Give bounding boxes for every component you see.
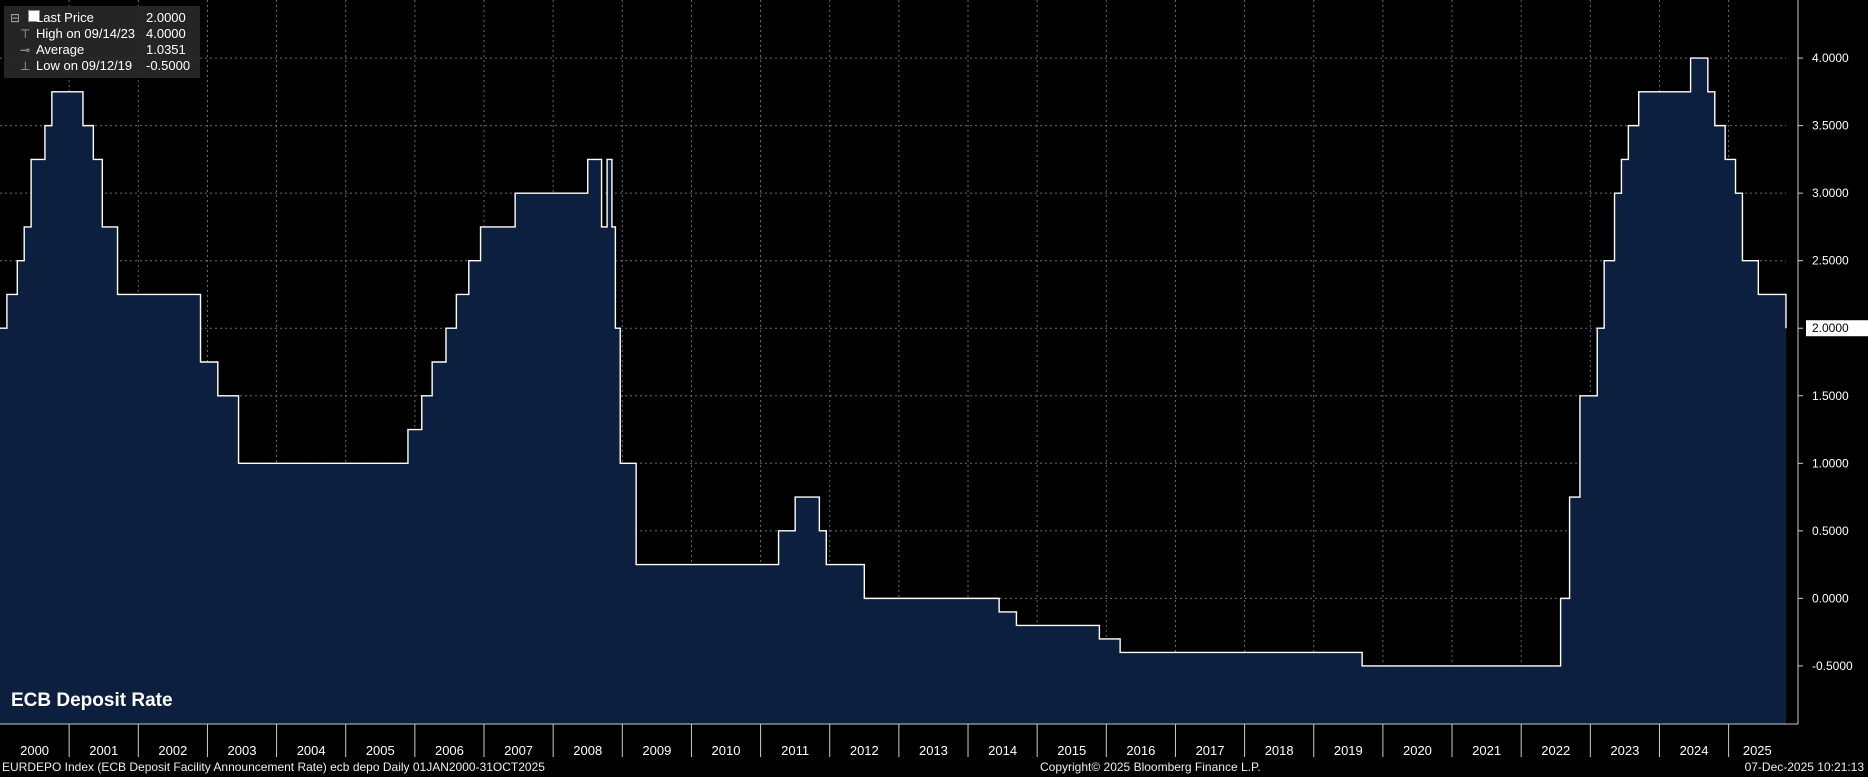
x-tick-label: 2003 bbox=[228, 743, 257, 758]
legend-label: Last Price bbox=[36, 10, 94, 25]
x-tick-label: 2001 bbox=[89, 743, 118, 758]
x-tick-label: 2025 bbox=[1743, 743, 1772, 758]
last-value-box bbox=[1806, 320, 1868, 337]
legend-high: ⊤ High on 09/14/23 4.0000 bbox=[10, 26, 190, 42]
chart-title: ECB Deposit Rate bbox=[11, 690, 173, 711]
x-tick-label: 2013 bbox=[919, 743, 948, 758]
y-tick-label: 0.0000 bbox=[1812, 591, 1849, 605]
legend-low: ⊥ Low on 09/12/19 -0.5000 bbox=[10, 58, 190, 74]
footer-timestamp: 07-Dec-2025 10:21:13 bbox=[1744, 760, 1864, 774]
x-tick-label: 2002 bbox=[158, 743, 187, 758]
y-tick-label: 2.5000 bbox=[1812, 254, 1849, 268]
x-tick-label: 2005 bbox=[366, 743, 395, 758]
last-value-text: 2.0000 bbox=[1812, 321, 1849, 335]
x-tick-label: 2022 bbox=[1541, 743, 1570, 758]
square-icon: ⊟ bbox=[10, 10, 41, 26]
x-tick-label: 2016 bbox=[1126, 743, 1155, 758]
x-tick-label: 2020 bbox=[1403, 743, 1432, 758]
deposit-rate-area bbox=[0, 58, 1786, 724]
legend-last-price: ⊟ Last Price 2.0000 bbox=[10, 10, 190, 26]
legend-average: ⊸ Average 1.0351 bbox=[10, 42, 190, 58]
legend: ⊟ Last Price 2.0000 ⊤ High on 09/14/23 4… bbox=[4, 6, 201, 78]
x-tick-label: 2023 bbox=[1610, 743, 1639, 758]
x-axis: 2000 2001 2002 2003 2004 2005 2006 2007 2008 2009… bbox=[0, 723, 1798, 758]
x-tick-label: 2004 bbox=[297, 743, 326, 758]
average-marker-icon: ⊸ bbox=[10, 43, 31, 57]
x-tick-label: 2006 bbox=[435, 743, 464, 758]
y-tick-label: 4.0000 bbox=[1812, 51, 1849, 65]
legend-value: 1.0351 bbox=[146, 42, 186, 57]
y-axis: 4.0000 3.5000 3.0000 2.5000 2.0000 1.5000 1.00… bbox=[1797, 0, 1853, 724]
deposit-rate-line bbox=[0, 57, 1787, 667]
low-marker-icon: ⊥ bbox=[10, 59, 31, 73]
y-tick-label: 0.5000 bbox=[1812, 524, 1849, 538]
x-tick-label: 2018 bbox=[1265, 743, 1294, 758]
legend-value: 4.0000 bbox=[146, 26, 186, 41]
x-tick-label: 2012 bbox=[850, 743, 879, 758]
x-tick-label: 2015 bbox=[1057, 743, 1086, 758]
y-tick-label: 3.5000 bbox=[1812, 119, 1849, 133]
x-tick-label: 2024 bbox=[1680, 743, 1709, 758]
y-tick-label: 1.5000 bbox=[1812, 389, 1849, 403]
x-tick-label: 2008 bbox=[573, 743, 602, 758]
x-tick-label: 2017 bbox=[1196, 743, 1225, 758]
y-tick-label: 3.0000 bbox=[1812, 186, 1849, 200]
y-tick-label: -0.5000 bbox=[1812, 659, 1853, 673]
y-tick-label: 1.0000 bbox=[1812, 456, 1849, 470]
high-marker-icon: ⊤ bbox=[10, 27, 31, 41]
x-tick-label: 2007 bbox=[504, 743, 533, 758]
x-tick-label: 2000 bbox=[20, 743, 49, 758]
legend-label: Low on 09/12/19 bbox=[36, 58, 133, 73]
footer-copyright: Copyright© 2025 Bloomberg Finance L.P. bbox=[1040, 760, 1261, 774]
x-tick-label: 2009 bbox=[642, 743, 671, 758]
x-tick-label: 2014 bbox=[988, 743, 1017, 758]
footer-security-info: EURDEPO Index (ECB Deposit Facility Anno… bbox=[2, 760, 545, 774]
x-tick-label: 2019 bbox=[1334, 743, 1363, 758]
legend-value: -0.5000 bbox=[146, 58, 191, 73]
legend-label: Average bbox=[36, 42, 85, 57]
legend-label: High on 09/14/23 bbox=[36, 26, 136, 41]
legend-value: 2.0000 bbox=[146, 10, 186, 25]
x-tick-label: 2011 bbox=[781, 743, 809, 758]
last-value-label: 2.0000 bbox=[1806, 320, 1868, 337]
x-tick-label: 2021 bbox=[1472, 743, 1501, 758]
x-tick-label: 2010 bbox=[712, 743, 741, 758]
